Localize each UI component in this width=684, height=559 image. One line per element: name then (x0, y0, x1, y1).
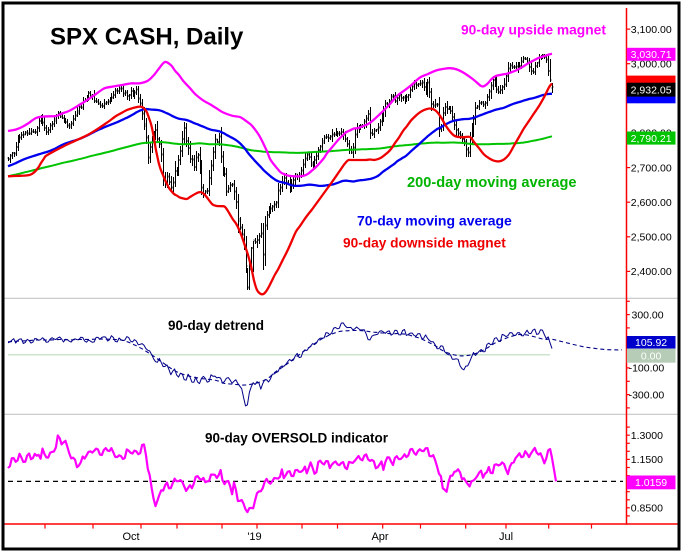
svg-text:-100.00: -100.00 (629, 363, 665, 375)
svg-text:3,100.00: 3,100.00 (631, 24, 672, 36)
svg-text:90-day OVERSOLD indicator: 90-day OVERSOLD indicator (205, 431, 389, 446)
svg-text:0.8500: 0.8500 (631, 503, 663, 515)
svg-text:2,700.00: 2,700.00 (631, 162, 672, 174)
svg-text:200-day moving average: 200-day moving average (407, 175, 577, 191)
svg-text:SPX CASH, Daily: SPX CASH, Daily (50, 24, 244, 51)
svg-text:1.0159: 1.0159 (635, 477, 667, 489)
svg-text:1.3000: 1.3000 (631, 430, 663, 442)
svg-text:0.00: 0.00 (641, 351, 662, 363)
svg-text:90-day downside magnet: 90-day downside magnet (343, 236, 506, 251)
svg-text:2,932.05: 2,932.05 (631, 85, 672, 97)
svg-text:Jul: Jul (499, 531, 513, 543)
svg-text:2,400.00: 2,400.00 (631, 266, 672, 278)
svg-text:2,500.00: 2,500.00 (631, 232, 672, 244)
svg-text:90-day upside magnet: 90-day upside magnet (461, 23, 606, 38)
svg-text:1.1500: 1.1500 (631, 454, 663, 466)
svg-text:'19: '19 (247, 531, 261, 543)
svg-text:Oct: Oct (122, 531, 139, 543)
svg-text:70-day moving average: 70-day moving average (357, 213, 512, 229)
svg-text:-300.00: -300.00 (629, 389, 665, 401)
svg-text:2,790.21: 2,790.21 (631, 133, 672, 145)
svg-text:105.92: 105.92 (635, 337, 667, 349)
svg-text:3,030.71: 3,030.71 (631, 49, 672, 61)
svg-text:300.00: 300.00 (632, 309, 664, 321)
svg-text:90-day detrend: 90-day detrend (168, 318, 264, 333)
svg-text:2,600.00: 2,600.00 (631, 197, 672, 209)
svg-text:3,000.00: 3,000.00 (631, 58, 672, 70)
svg-text:Apr: Apr (371, 531, 388, 543)
